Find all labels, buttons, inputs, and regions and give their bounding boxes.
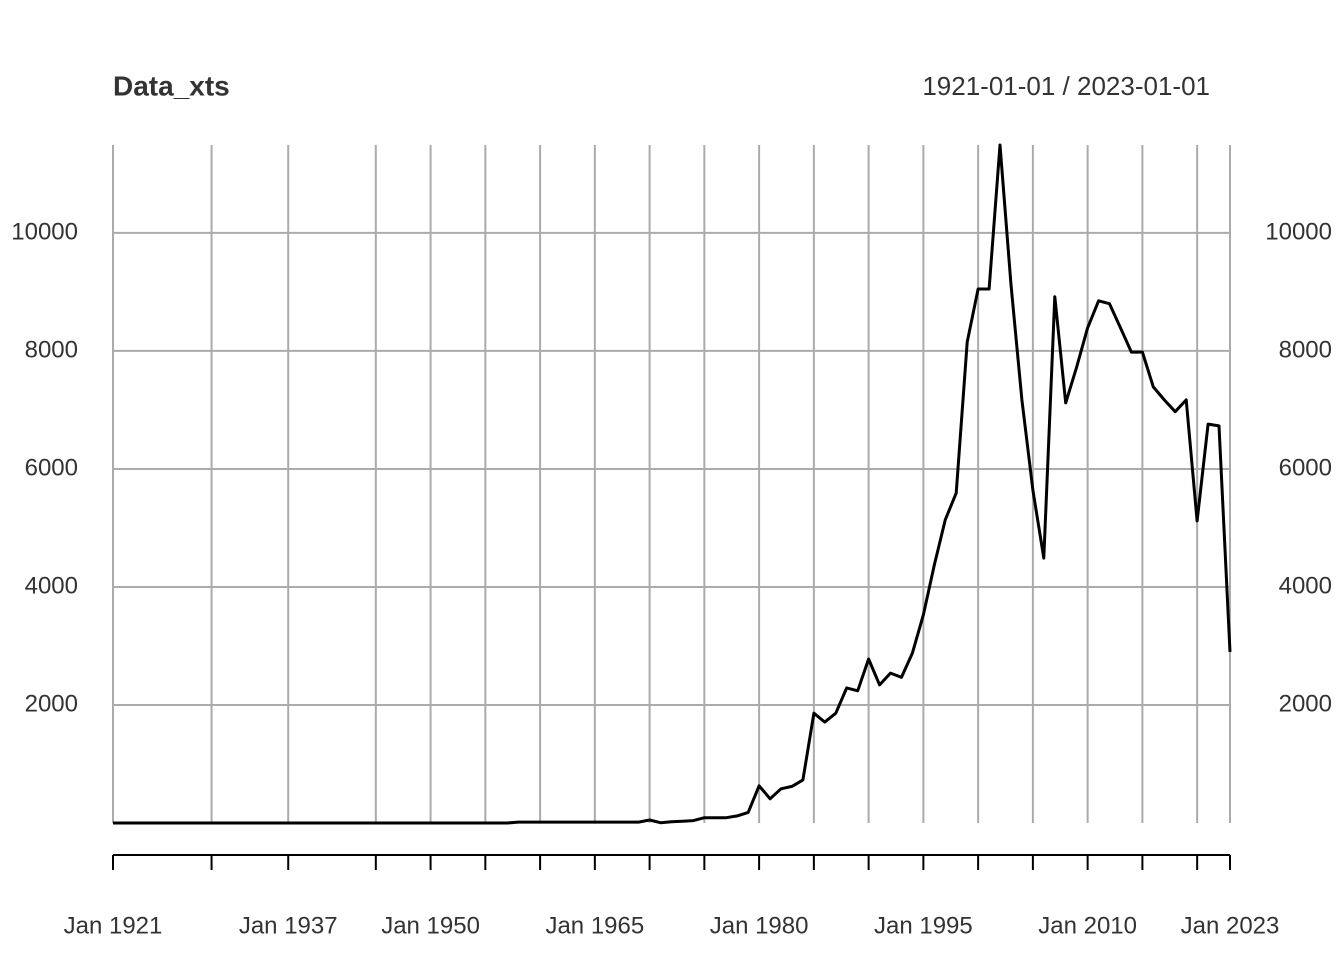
x-tick-label: Jan 1921 bbox=[64, 912, 163, 939]
y-tick-label: 4000 bbox=[25, 572, 78, 599]
y-tick-label-right: 10000 bbox=[1265, 218, 1332, 245]
y-tick-label: 8000 bbox=[25, 336, 78, 363]
x-tick-label: Jan 2010 bbox=[1038, 912, 1137, 939]
x-tick-label: Jan 1965 bbox=[545, 912, 644, 939]
y-tick-label: 2000 bbox=[25, 690, 78, 717]
x-tick-label: Jan 1980 bbox=[710, 912, 809, 939]
y-tick-label: 10000 bbox=[11, 218, 78, 245]
data-line bbox=[113, 143, 1232, 825]
y-tick-label-right: 2000 bbox=[1279, 690, 1332, 717]
y-tick-label-right: 6000 bbox=[1279, 454, 1332, 481]
y-tick-label-right: 4000 bbox=[1279, 572, 1332, 599]
x-tick-label: Jan 2023 bbox=[1181, 912, 1280, 939]
x-tick-label: Jan 1950 bbox=[381, 912, 480, 939]
y-tick-label: 6000 bbox=[25, 454, 78, 481]
x-tick-label: Jan 1995 bbox=[874, 912, 973, 939]
date-range: 1921-01-01 / 2023-01-01 bbox=[922, 71, 1210, 101]
x-tick-label: Jan 1937 bbox=[239, 912, 338, 939]
chart-title: Data_xts bbox=[113, 70, 230, 101]
y-tick-label-right: 8000 bbox=[1279, 336, 1332, 363]
